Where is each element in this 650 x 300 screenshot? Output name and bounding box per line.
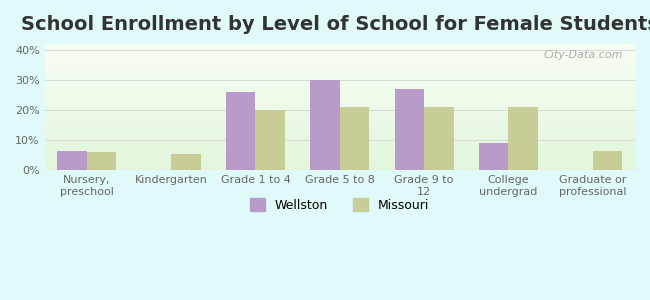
Bar xyxy=(395,89,424,170)
Bar xyxy=(310,80,340,170)
Bar xyxy=(87,152,116,170)
Bar xyxy=(171,154,201,170)
Bar xyxy=(57,151,87,170)
Text: City-Data.com: City-Data.com xyxy=(543,50,623,60)
Bar xyxy=(479,143,508,170)
Bar xyxy=(226,92,255,170)
Bar xyxy=(340,107,369,170)
Bar xyxy=(508,107,538,170)
Bar xyxy=(593,151,622,170)
Bar xyxy=(424,107,454,170)
Legend: Wellston, Missouri: Wellston, Missouri xyxy=(245,194,435,217)
Bar xyxy=(255,110,285,170)
Title: School Enrollment by Level of School for Female Students: School Enrollment by Level of School for… xyxy=(21,15,650,34)
